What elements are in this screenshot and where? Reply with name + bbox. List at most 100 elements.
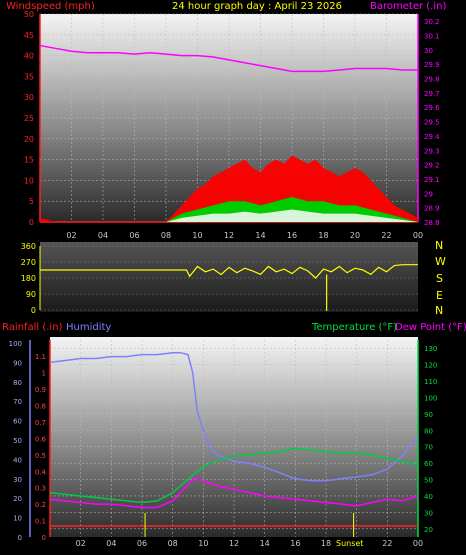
barometer-line <box>39 44 418 73</box>
wind-x-tick-label: 10 <box>192 231 202 240</box>
humidity-y-tick-label: 70 <box>13 398 22 406</box>
barometer-tick-label: 29.4 <box>424 133 440 141</box>
temp-y-tick-label: 30 <box>424 509 433 517</box>
temp-x-tick-label: 14 <box>260 539 270 548</box>
wind-y-tick-label: 30 <box>24 93 34 102</box>
rainfall-y-tick-label: 0.5 <box>35 452 46 460</box>
rainfall-y-tick-label: 0.8 <box>35 403 46 411</box>
temp-y-tick-label: 100 <box>424 394 437 402</box>
temp-y-tick-label: 70 <box>424 444 433 452</box>
wind-y-tick-label: 5 <box>29 197 34 206</box>
wind-y-tick-label: 15 <box>24 156 34 165</box>
chart-title: 24 hour graph day : April 23 2026 <box>172 1 342 12</box>
barometer-tick-label: 30.1 <box>424 33 440 41</box>
rainfall-y-tick-label: 0.9 <box>35 386 46 394</box>
temp-x-tick-label: 12 <box>229 539 239 548</box>
rainfall-y-tick-label: 0 <box>42 534 46 542</box>
barometer-tick-label: 29.1 <box>424 176 440 184</box>
wind-y-tick-label: 10 <box>24 176 34 185</box>
humidity-line <box>49 351 419 482</box>
direction-panel-bg <box>40 242 418 312</box>
rainfall-y-tick-label: 1 <box>42 370 46 378</box>
rainfall-y-tick-label: 0.2 <box>35 501 46 509</box>
compass-n-top: N <box>435 239 443 252</box>
rainfall-y-tick-label: 0.3 <box>35 485 46 493</box>
wind-x-tick-label: 14 <box>255 231 265 240</box>
humidity-y-tick-label: 50 <box>13 437 22 445</box>
temp-y-tick-label: 120 <box>424 362 437 370</box>
temp-x-tick-label: 02 <box>76 539 86 548</box>
barometer-tick-label: 29 <box>424 190 433 198</box>
temp-y-tick-label: 110 <box>424 378 437 386</box>
barometer-tick-label: 29.5 <box>424 119 440 127</box>
rainfall-y-tick-label: 0.7 <box>35 419 46 427</box>
wind-x-tick-label: 04 <box>98 231 108 240</box>
wind-y-tick-label: 45 <box>24 31 34 40</box>
humidity-y-tick-label: 20 <box>13 495 22 503</box>
dewpoint-label: Dew Point (°F) <box>395 322 466 333</box>
wind-x-tick-label: 06 <box>129 231 139 240</box>
compass-e: E <box>436 289 443 302</box>
barometer-tick-label: 29.8 <box>424 76 440 84</box>
temp-y-tick-label: 130 <box>424 345 437 353</box>
barometer-tick-label: 29.3 <box>424 147 440 155</box>
barometer-tick-label: 29.6 <box>424 104 440 112</box>
windspeed-label: Windspeed (mph) <box>6 1 95 12</box>
wind-x-tick-label: 16 <box>287 231 297 240</box>
wind-x-tick-label: 20 <box>350 231 360 240</box>
humidity-y-tick-label: 90 <box>13 359 22 367</box>
humidity-y-tick-label: 80 <box>13 379 22 387</box>
wind-x-tick-label: 22 <box>381 231 391 240</box>
temp-x-tick-label: 16 <box>290 539 300 548</box>
rainfall-y-tick-label: 0.6 <box>35 435 47 443</box>
compass-n-bottom: N <box>435 304 443 317</box>
temp-y-tick-label: 60 <box>424 460 433 468</box>
wind-low-area <box>40 209 418 222</box>
temp-x-tick-label: 18 <box>321 539 331 548</box>
wind-x-tick-label: 18 <box>318 231 328 240</box>
temp-y-tick-label: 50 <box>424 477 433 485</box>
humidity-y-tick-label: 40 <box>13 456 22 464</box>
compass-w: W <box>435 255 446 268</box>
humidity-y-tick-label: 100 <box>9 340 22 348</box>
wind-x-tick-label: 02 <box>66 231 76 240</box>
temp-x-tick-label: 08 <box>168 539 178 548</box>
direction-y-tick-label: 270 <box>21 258 36 267</box>
barometer-tick-label: 28.9 <box>424 205 440 213</box>
wind-x-tick-label: 00 <box>413 231 423 240</box>
rainfall-y-tick-label: 1.1 <box>35 353 46 361</box>
wind-x-tick-label: 12 <box>224 231 234 240</box>
wind-direction-line <box>40 264 418 279</box>
wind-y-tick-label: 20 <box>24 135 34 144</box>
temperature-label: Temperature (°F) <box>311 322 397 333</box>
humidity-label: Humidity <box>66 322 111 333</box>
humidity-y-tick-label: 0 <box>18 534 22 542</box>
barometer-tick-label: 30 <box>424 47 433 55</box>
temperature-line <box>49 447 419 504</box>
temp-y-tick-label: 40 <box>424 493 433 501</box>
barometer-tick-label: 29.9 <box>424 61 440 69</box>
rainfall-label: Rainfall (.in) <box>2 322 63 333</box>
dewpoint-line <box>49 477 419 509</box>
chart-layers: 0510152025303540455028.828.92929.129.229… <box>9 10 441 548</box>
sunset-label: Sunset <box>336 539 363 548</box>
compass-s: S <box>436 272 443 285</box>
barometer-tick-label: 28.8 <box>424 219 440 227</box>
temp-y-tick-label: 90 <box>424 411 433 419</box>
temp-y-tick-label: 20 <box>424 526 433 534</box>
direction-y-tick-label: 180 <box>21 274 36 283</box>
wind-y-tick-label: 25 <box>24 114 34 123</box>
temp-y-tick-label: 80 <box>424 427 433 435</box>
direction-y-tick-label: 360 <box>21 242 36 251</box>
temp-x-tick-label: 06 <box>137 539 147 548</box>
temp-x-tick-label: 22 <box>382 539 392 548</box>
wind-y-tick-label: 40 <box>24 52 34 61</box>
direction-y-tick-label: 0 <box>31 306 36 315</box>
rainfall-y-tick-label: 0.4 <box>35 468 47 476</box>
temp-x-tick-label: 04 <box>106 539 116 548</box>
barometer-tick-label: 29.2 <box>424 162 440 170</box>
temp-x-tick-label: 00 <box>413 539 423 548</box>
barometer-label: Barometer (.in) <box>370 1 446 12</box>
humidity-y-tick-label: 30 <box>13 476 22 484</box>
